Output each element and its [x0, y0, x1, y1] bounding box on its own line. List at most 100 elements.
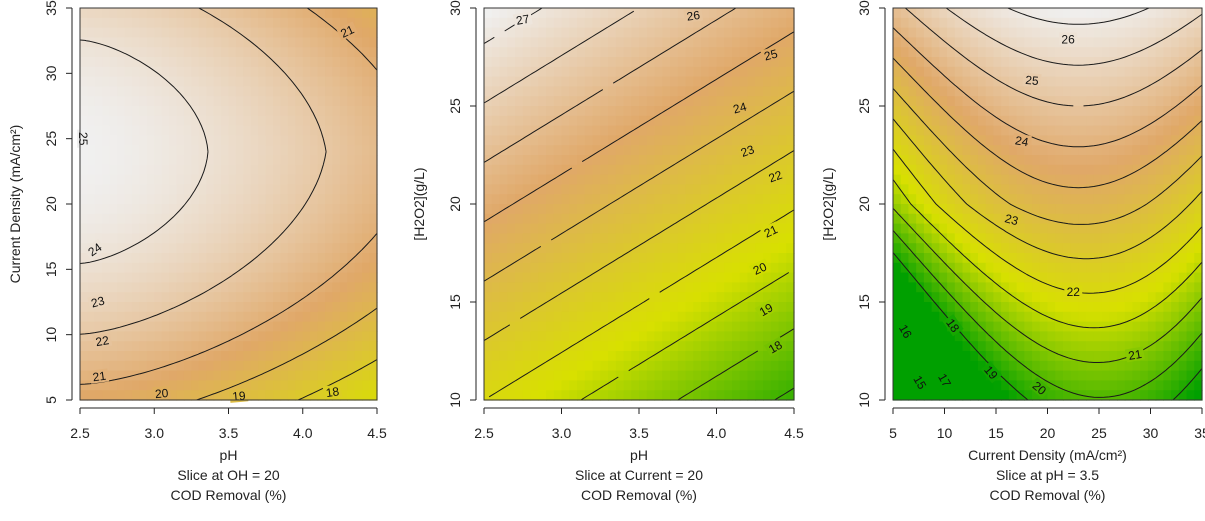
heatmap-cell	[161, 321, 170, 332]
heatmap-cell	[302, 380, 311, 391]
heatmap-cell	[80, 370, 89, 381]
heatmap-cell	[176, 262, 185, 274]
heatmap-cell	[1171, 311, 1180, 323]
heatmap-cell	[577, 76, 586, 87]
heatmap-cell	[347, 253, 356, 264]
heatmap-cell	[693, 390, 702, 401]
heatmap-cell	[954, 213, 964, 225]
heatmap-cell	[369, 390, 378, 401]
heatmap-cell	[310, 86, 319, 97]
heatmap-cell	[1194, 37, 1203, 48]
heatmap-cell	[1024, 86, 1033, 97]
heatmap-cell	[499, 8, 508, 19]
heatmap-cell	[287, 272, 296, 283]
heatmap-cell	[369, 272, 378, 283]
heatmap-cell	[701, 66, 710, 78]
heatmap-cell	[228, 341, 237, 352]
heatmap-cell	[670, 351, 679, 362]
heatmap-cell	[302, 8, 311, 19]
heatmap-cell	[302, 86, 311, 97]
heatmap-cell	[258, 302, 267, 313]
heatmap-cell	[273, 115, 282, 127]
heatmap-cell	[273, 57, 282, 68]
heatmap-cell	[131, 321, 140, 332]
heatmap-cell	[310, 351, 319, 362]
heatmap-cell	[369, 243, 378, 254]
contour-label-text: 25	[76, 132, 90, 146]
heatmap-cell	[716, 76, 725, 87]
heatmap-cell	[302, 17, 311, 29]
heatmap-cell	[954, 223, 964, 234]
heatmap-cell	[146, 204, 155, 215]
heatmap-cell	[962, 341, 971, 352]
heatmap-cell	[577, 27, 586, 38]
heatmap-cell	[685, 292, 694, 303]
heatmap-cell	[169, 331, 178, 342]
heatmap-cell	[228, 96, 237, 107]
heatmap-cell	[124, 96, 133, 107]
heatmap-cell	[1124, 331, 1134, 342]
heatmap-cell	[146, 194, 155, 205]
heatmap-cell	[295, 115, 304, 127]
heatmap-cell	[228, 27, 237, 38]
heatmap-cell	[1039, 37, 1049, 48]
heatmap-cell	[339, 360, 348, 372]
heatmap-cell	[1101, 292, 1110, 303]
heatmap-cell	[243, 292, 252, 303]
heatmap-cell	[993, 66, 1002, 78]
heatmap-cell	[677, 27, 687, 38]
heatmap-cell	[939, 17, 948, 29]
heatmap-cell	[117, 76, 126, 87]
heatmap-cell	[1016, 115, 1025, 127]
heatmap-cell	[1155, 302, 1164, 313]
heatmap-cell	[670, 37, 679, 48]
heatmap-cell	[325, 155, 334, 166]
heatmap-cell	[670, 282, 679, 293]
heatmap-cell	[708, 321, 718, 332]
heatmap-cell	[908, 321, 917, 332]
heatmap-cell	[701, 115, 710, 127]
heatmap-cell	[317, 331, 326, 342]
heatmap-cell	[206, 262, 215, 274]
heatmap-cell	[893, 341, 902, 352]
heatmap-cell	[561, 57, 570, 68]
heatmap-cell	[1171, 302, 1180, 313]
heatmap-cell	[1062, 125, 1072, 136]
heatmap-cell	[977, 370, 987, 381]
heatmap-cell	[1008, 370, 1018, 381]
heatmap-cell	[146, 360, 155, 372]
heatmap-cell	[139, 96, 148, 107]
heatmap-cell	[522, 213, 532, 225]
heatmap-cell	[584, 331, 594, 342]
heatmap-cell	[677, 47, 687, 58]
heatmap-cell	[1093, 302, 1103, 313]
heatmap-cell	[677, 282, 687, 293]
heatmap-cell	[1109, 8, 1118, 19]
heatmap-cell	[243, 174, 252, 185]
heatmap-cell	[763, 272, 772, 283]
heatmap-cell	[1093, 204, 1103, 215]
heatmap-cell	[931, 135, 940, 146]
heatmap-cell	[1024, 125, 1033, 136]
heatmap-cell	[1001, 282, 1010, 293]
heatmap-cell	[1101, 204, 1110, 215]
heatmap-cell	[206, 155, 215, 166]
heatmap-cell	[947, 194, 956, 205]
heatmap-cell	[654, 145, 663, 156]
heatmap-cell	[154, 262, 163, 274]
heatmap-cell	[243, 115, 252, 127]
heatmap-cell	[109, 213, 118, 225]
heatmap-cell	[1062, 96, 1072, 107]
heatmap-cell	[310, 243, 319, 254]
heatmap-cell	[1101, 76, 1110, 87]
heatmap-cell	[916, 272, 925, 283]
heatmap-cell	[176, 66, 185, 78]
heatmap-cell	[354, 106, 363, 117]
heatmap-cell	[916, 233, 925, 244]
heatmap-cell	[1186, 223, 1195, 234]
heatmap-cell	[515, 47, 524, 58]
heatmap-cell	[900, 204, 910, 215]
heatmap-cell	[1109, 351, 1118, 362]
heatmap-cell	[221, 302, 230, 313]
heatmap-cell	[80, 47, 89, 58]
